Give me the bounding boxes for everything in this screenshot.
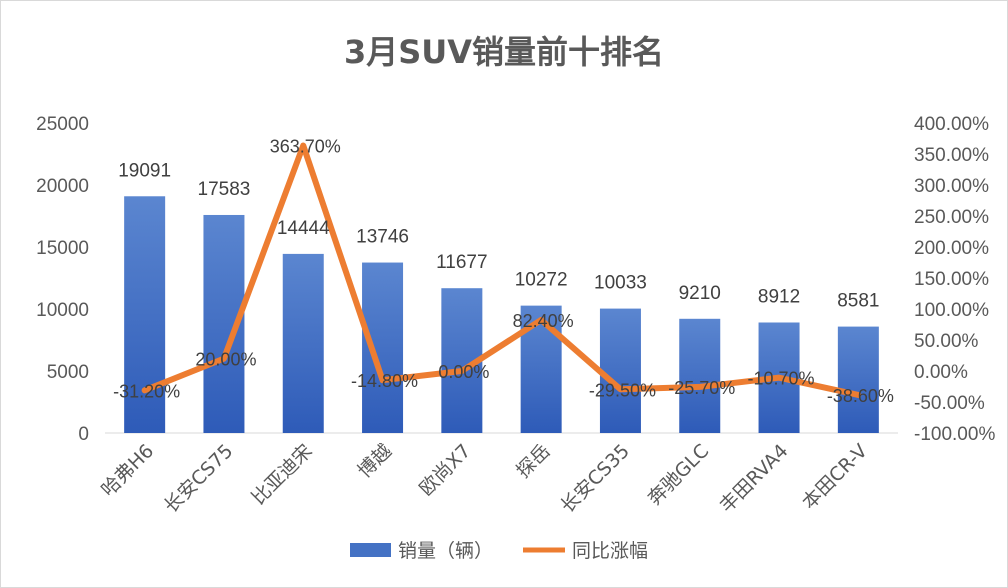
line-point <box>539 318 543 322</box>
line-value-label: -31.20% <box>113 381 180 401</box>
y-right-tick-label: 200.00% <box>914 238 989 259</box>
x-tick-label: 探岳 <box>512 440 554 482</box>
line-point <box>301 144 305 148</box>
line-point <box>143 388 147 392</box>
legend-label-line: 同比涨幅 <box>572 540 648 562</box>
line-value-label: 82.40% <box>513 311 574 331</box>
line-point <box>381 378 385 382</box>
chart-title: 3月SUV销量前十排名 <box>344 33 664 71</box>
bar <box>124 196 166 433</box>
y-right-tick-label: 350.00% <box>914 145 989 166</box>
y-left-tick-label: 0 <box>78 424 89 445</box>
bar-value-label: 17583 <box>198 179 251 200</box>
line-point <box>856 393 860 397</box>
y-left-tick-label: 5000 <box>47 362 89 383</box>
x-tick-label: 本田CR-V <box>798 440 872 514</box>
bar <box>282 253 324 433</box>
y-right-tick-label: 400.00% <box>914 114 989 135</box>
y-left-tick-label: 20000 <box>36 176 89 197</box>
legend-swatch-bar <box>350 543 391 557</box>
bar-value-label: 19091 <box>118 160 171 181</box>
x-tick-label: 比亚迪宋 <box>247 440 316 509</box>
line-value-label: 0.00% <box>438 362 489 382</box>
bar-value-label: 14444 <box>277 218 330 239</box>
y-right-tick-label: 100.00% <box>914 300 989 321</box>
line-value-label: -14.80% <box>351 371 418 391</box>
y-left-tick-label: 25000 <box>36 114 89 135</box>
line-point <box>698 385 702 389</box>
y-right-tick-label: -100.00% <box>914 424 995 445</box>
line-point <box>777 376 781 380</box>
line-value-label: -38.60% <box>827 386 894 406</box>
bar-value-label: 8912 <box>758 286 800 307</box>
line-value-label: -25.70% <box>668 378 735 398</box>
x-tick-label: 奔驰GLC <box>644 440 714 510</box>
y-left-tick-label: 10000 <box>36 300 89 321</box>
line-series <box>141 142 862 398</box>
line-path <box>141 142 862 398</box>
x-tick-label: 长安CS75 <box>160 440 237 517</box>
line-value-label: -10.70% <box>748 369 815 389</box>
line-point <box>222 357 226 361</box>
bar-value-label: 10033 <box>594 273 647 294</box>
data-labels: 19091 17583 14444 13746 11677 10272 10033 9210 8… <box>113 137 894 406</box>
y-left-tick-label: 15000 <box>36 238 89 259</box>
y-right-tick-label: -50.00% <box>914 393 985 414</box>
x-tick-label: 博越 <box>354 440 396 482</box>
y-right-tick-label: 300.00% <box>914 176 989 197</box>
y-right-tick-label: 150.00% <box>914 269 989 290</box>
bar-value-label: 8581 <box>837 291 879 312</box>
bar-value-label: 13746 <box>356 227 409 248</box>
line-value-label: -29.50% <box>589 380 656 400</box>
bar <box>837 326 879 433</box>
legend-label-bar: 销量（辆） <box>398 540 493 562</box>
bar-value-label: 9210 <box>679 283 721 304</box>
y-right-tick-label: 50.00% <box>914 331 979 352</box>
legend: 销量（辆） 同比涨幅 <box>350 540 648 562</box>
x-tick-label: 丰田RVA4 <box>715 440 792 517</box>
bar <box>362 262 404 433</box>
x-tick-label: 欧尚X7 <box>415 440 475 500</box>
line-point <box>618 387 622 391</box>
bar-value-label: 10272 <box>515 270 568 291</box>
y-right-tick-label: 250.00% <box>914 207 989 228</box>
bar-value-label: 11677 <box>436 252 487 273</box>
bar <box>599 308 641 433</box>
line-value-label: 363.70% <box>270 137 341 157</box>
y-right-tick-label: 0.00% <box>914 362 968 383</box>
line-point <box>460 369 464 373</box>
x-tick-label: 长安CS35 <box>557 440 634 517</box>
line-value-label: 20.00% <box>195 350 256 370</box>
x-tick-label: 哈弗H6 <box>97 440 158 501</box>
bar <box>679 318 721 433</box>
